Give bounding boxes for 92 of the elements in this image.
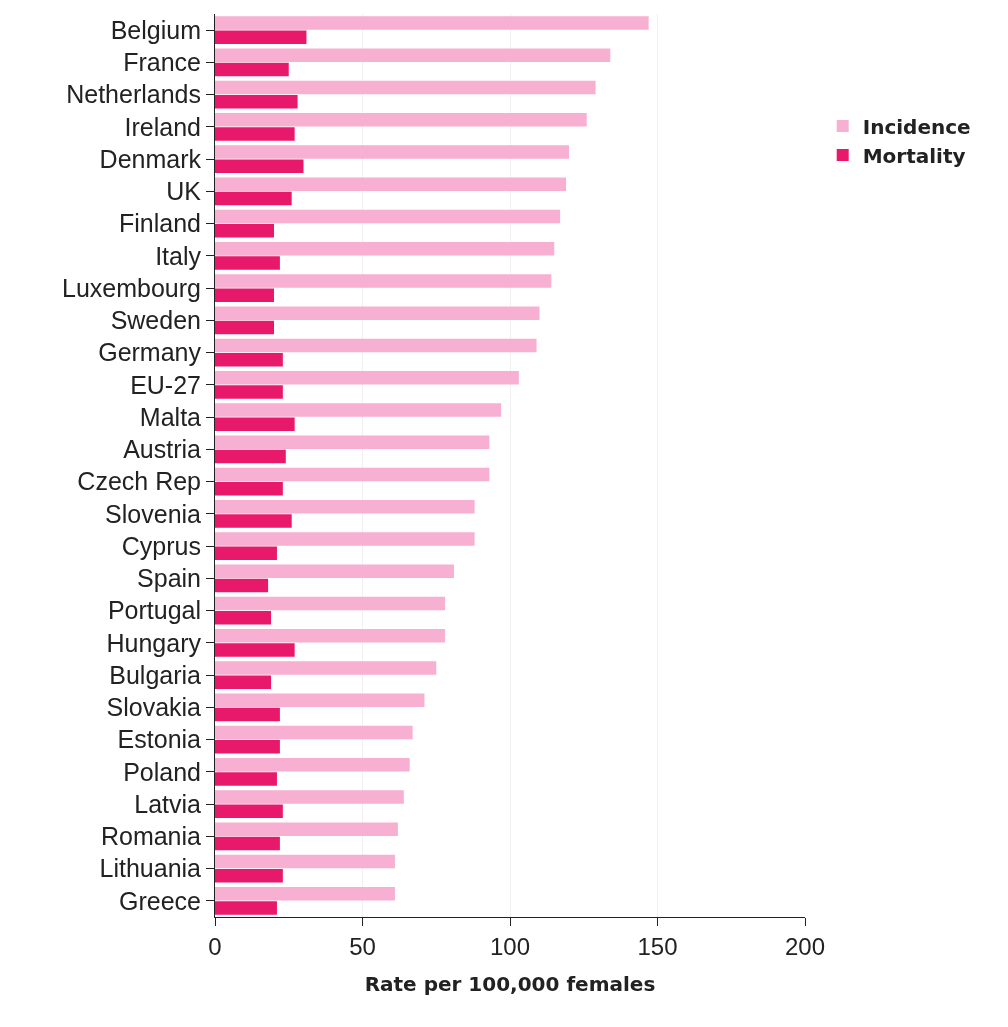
y-tick-label: Greece xyxy=(119,886,201,915)
y-tick-label: Cyprus xyxy=(121,531,201,560)
bar xyxy=(215,725,413,740)
bar xyxy=(215,772,277,786)
bar xyxy=(215,693,425,708)
bar xyxy=(215,288,274,302)
y-tick-label: Ireland xyxy=(124,112,201,141)
y-tick-label: Czech Rep xyxy=(77,467,201,496)
bar xyxy=(215,177,567,192)
y-tick-label: Denmark xyxy=(99,144,202,173)
bar xyxy=(215,62,289,77)
bar xyxy=(215,48,611,63)
y-tick-label: Malta xyxy=(139,402,202,431)
bar xyxy=(215,854,395,869)
bar xyxy=(215,675,272,689)
bar xyxy=(215,435,490,450)
bar xyxy=(215,449,286,464)
y-tick-label: Italy xyxy=(155,241,202,270)
bar xyxy=(215,822,398,837)
legend-label: Mortality xyxy=(862,143,966,168)
bar xyxy=(215,16,649,30)
bar xyxy=(215,546,277,560)
bar xyxy=(215,385,283,399)
bar xyxy=(215,578,269,593)
x-tick-label: 200 xyxy=(784,932,826,960)
bar xyxy=(215,610,272,625)
y-tick-label: Portugal xyxy=(107,596,201,625)
bar xyxy=(215,30,307,44)
bar xyxy=(215,836,280,851)
bar xyxy=(215,274,552,288)
bar xyxy=(215,242,555,256)
bar xyxy=(215,80,596,95)
y-tick-label: Slovakia xyxy=(106,693,202,722)
bar xyxy=(215,223,274,238)
bar xyxy=(215,629,446,643)
legend-label: Incidence xyxy=(862,114,971,139)
bar xyxy=(215,564,454,579)
bar xyxy=(215,596,446,611)
bar xyxy=(215,403,502,417)
y-tick-label: Estonia xyxy=(117,725,202,754)
bar xyxy=(215,514,292,528)
y-tick-label: Bulgaria xyxy=(109,660,202,689)
bar xyxy=(215,145,569,159)
y-tick-label: Luxembourg xyxy=(62,273,201,302)
y-tick-label: EU-27 xyxy=(130,370,201,399)
bar xyxy=(215,887,395,901)
bar xyxy=(215,758,410,772)
y-tick-label: Sweden xyxy=(110,306,201,335)
bar xyxy=(215,417,295,431)
bar xyxy=(215,127,295,141)
bar xyxy=(215,352,283,367)
y-tick-label: Netherlands xyxy=(66,80,201,109)
bar xyxy=(215,320,274,335)
bar xyxy=(215,739,280,754)
x-tick-label: 100 xyxy=(489,932,531,960)
bar xyxy=(215,643,295,657)
bar xyxy=(215,159,304,173)
y-tick-label: Finland xyxy=(119,209,201,238)
x-tick-label: 0 xyxy=(208,932,222,960)
y-tick-label: Latvia xyxy=(134,789,202,818)
bar xyxy=(215,707,280,722)
bar xyxy=(215,481,283,496)
y-tick-label: Germany xyxy=(98,338,202,367)
bar xyxy=(215,804,283,818)
bar xyxy=(215,467,490,482)
bar xyxy=(215,500,475,514)
bar xyxy=(215,113,587,127)
bar xyxy=(215,790,404,804)
bar xyxy=(215,661,437,675)
y-tick-label: Austria xyxy=(123,435,202,464)
bar xyxy=(215,901,277,915)
x-tick-label: 50 xyxy=(349,932,376,960)
y-tick-label: Slovenia xyxy=(105,499,202,528)
bar xyxy=(215,256,280,270)
bar xyxy=(215,532,475,546)
bar xyxy=(215,338,537,353)
bar xyxy=(215,371,519,385)
y-tick-label: Spain xyxy=(137,564,201,593)
x-axis-title: Rate per 100,000 females xyxy=(364,972,656,997)
bar xyxy=(215,94,298,109)
bar xyxy=(215,209,561,224)
y-tick-label: France xyxy=(123,48,201,77)
bar xyxy=(215,868,283,883)
y-tick-label: Hungary xyxy=(106,628,202,657)
y-tick-label: Poland xyxy=(123,757,201,786)
y-tick-label: Belgium xyxy=(110,15,201,44)
x-tick-label: 150 xyxy=(637,932,678,960)
y-tick-label: Romania xyxy=(100,822,202,851)
bar xyxy=(215,306,540,321)
bar xyxy=(215,191,292,206)
y-tick-label: Lithuania xyxy=(99,854,202,883)
y-tick-label: UK xyxy=(166,177,202,206)
